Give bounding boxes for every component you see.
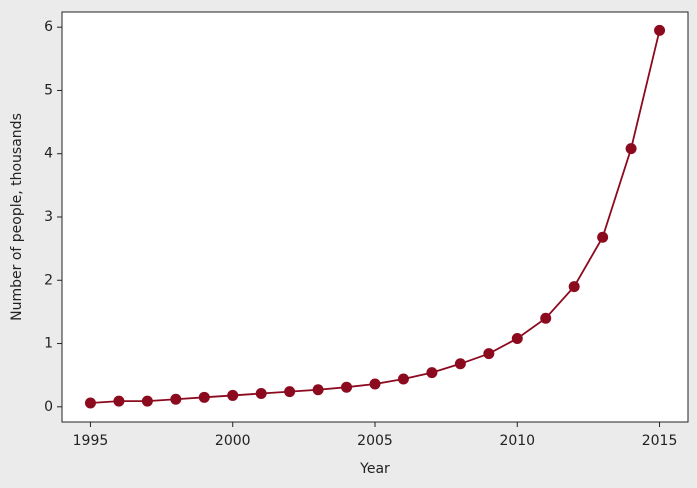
x-tick-label: 2005 (357, 433, 393, 449)
y-tick-label: 3 (44, 209, 53, 225)
marker (540, 312, 552, 324)
x-axis-label: Year (359, 461, 390, 477)
marker (369, 378, 381, 390)
marker (341, 381, 353, 393)
marker (426, 367, 438, 379)
marker (284, 386, 296, 398)
y-tick-label: 1 (44, 336, 53, 352)
marker (312, 384, 324, 396)
plot-area (61, 11, 689, 423)
y-tick-label: 2 (44, 272, 53, 288)
marker (227, 389, 239, 401)
marker (625, 143, 637, 155)
x-tick-label: 2010 (499, 433, 535, 449)
y-tick-label: 0 (44, 399, 53, 415)
marker (454, 358, 466, 370)
marker (597, 231, 609, 243)
x-tick-label: 2000 (215, 433, 251, 449)
x-tick-label: 2015 (642, 433, 678, 449)
marker (113, 395, 125, 407)
x-tick-label: 1995 (73, 433, 109, 449)
y-tick-label: 5 (44, 82, 53, 98)
y-axis-label: Number of people, thousands (9, 113, 25, 321)
y-tick-label: 6 (44, 19, 53, 35)
y-tick-label: 4 (44, 146, 53, 162)
marker (141, 395, 153, 407)
marker (483, 348, 495, 360)
marker (511, 332, 523, 344)
marker (170, 393, 182, 405)
marker (84, 397, 96, 409)
marker (654, 24, 666, 36)
marker (198, 391, 210, 403)
marker (568, 281, 580, 293)
marker (255, 388, 267, 400)
marker (397, 373, 409, 385)
